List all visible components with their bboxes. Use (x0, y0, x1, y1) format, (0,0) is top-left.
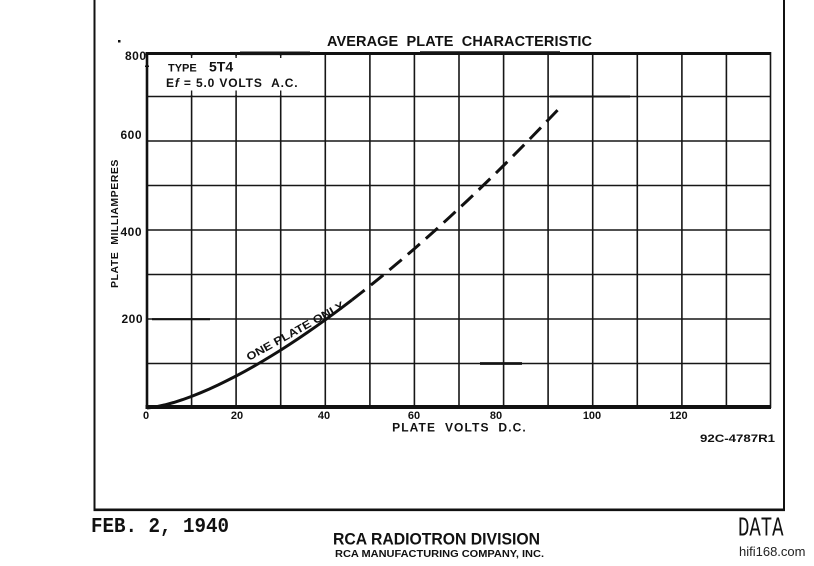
svg-text:200: 200 (121, 312, 143, 326)
svg-text:0: 0 (143, 410, 149, 422)
svg-text:ONE PLATE ONLY: ONE PLATE ONLY (245, 299, 348, 363)
svg-text:60: 60 (408, 410, 420, 422)
svg-text:Ef = 5.0 VOLTS A.C.: Ef = 5.0 VOLTS A.C. (166, 76, 299, 90)
svg-text:PLATE VOLTS D.C.: PLATE VOLTS D.C. (392, 421, 527, 435)
svg-text:120: 120 (669, 410, 687, 422)
svg-text:800: 800 (125, 49, 147, 63)
svg-text:RCA MANUFACTURING COMPANY, INC: RCA MANUFACTURING COMPANY, INC. (335, 548, 544, 560)
svg-text:600: 600 (120, 128, 142, 142)
svg-text:hifi168.com: hifi168.com (739, 544, 805, 559)
svg-text:400: 400 (120, 225, 142, 239)
svg-text:80: 80 (490, 410, 502, 422)
svg-text:PLATE MILLIAMPERES: PLATE MILLIAMPERES (109, 159, 121, 288)
svg-text:DATA: DATA (738, 515, 784, 545)
svg-text:92C-4787R1: 92C-4787R1 (700, 433, 775, 445)
svg-text:RCA RADIOTRON DIVISION: RCA RADIOTRON DIVISION (333, 531, 540, 549)
svg-text:100: 100 (583, 410, 601, 422)
svg-text:FEB. 2, 1940: FEB. 2, 1940 (91, 516, 229, 539)
svg-text:20: 20 (231, 410, 243, 422)
svg-text:40: 40 (318, 410, 330, 422)
svg-text:AVERAGE PLATE CHARACTERISTIC: AVERAGE PLATE CHARACTERISTIC (327, 34, 593, 50)
